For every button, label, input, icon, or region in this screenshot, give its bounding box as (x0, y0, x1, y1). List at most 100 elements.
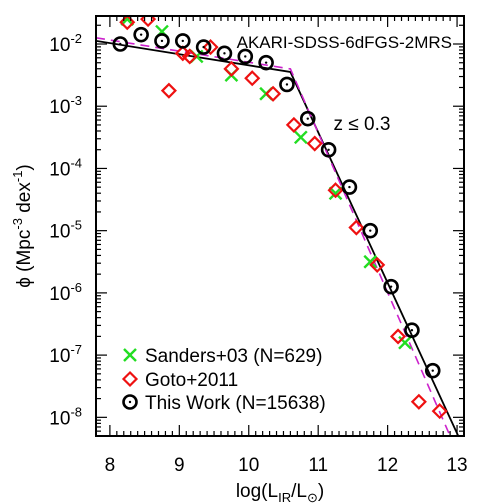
this-work-point (174, 33, 191, 49)
circle-ring (362, 222, 379, 239)
circle-ring (133, 26, 149, 43)
circle-dot (431, 369, 434, 372)
circle-dot (223, 52, 226, 55)
legend-label: Sanders+03 (N=629) (145, 346, 322, 367)
goto-point (431, 403, 448, 420)
circle-dot (285, 83, 289, 86)
goto-point (160, 82, 177, 99)
this-work-point (195, 39, 212, 55)
this-work-point (237, 48, 254, 65)
x-tick-label: 11 (308, 455, 328, 476)
this-work-point (424, 362, 441, 379)
goto-point (348, 219, 365, 236)
circle-ring (216, 45, 233, 62)
this-work-point (341, 179, 358, 195)
circle-dot (369, 229, 372, 232)
circle-ring (383, 278, 399, 295)
circle-ring (299, 110, 316, 127)
circle-dot (160, 39, 164, 43)
goto-point (181, 48, 198, 65)
circle-ring (122, 394, 138, 410)
goto-point (306, 135, 323, 152)
circle-ring (404, 322, 420, 339)
circle-ring (279, 76, 295, 93)
x-stroke (293, 130, 308, 145)
circle-dot (128, 400, 132, 404)
goto-point (223, 60, 240, 77)
this-work-point (383, 278, 399, 295)
circle-dot (181, 39, 184, 43)
sanders-point (120, 16, 135, 26)
legend-sanders: Sanders+03 (N=629) (123, 346, 322, 367)
y-tick-label: 10-5 (49, 218, 82, 243)
goto-point (410, 393, 427, 410)
this-work-point (320, 141, 337, 158)
data-markers (112, 16, 448, 420)
goto-point (265, 85, 282, 102)
legend-marker (123, 348, 137, 362)
x-tick-label: 10 (238, 455, 259, 476)
goto-point (202, 39, 219, 56)
axes: 8 9 10 11 12 13 10-2 10-3 10-4 10-5 10-6 10-7 10-8 lo… (10, 15, 468, 503)
this-work-point (133, 26, 149, 43)
x-stroke (123, 348, 137, 362)
legend-label: Goto+2011 (145, 370, 238, 391)
legend-marker (122, 394, 138, 410)
circle-ring (174, 33, 191, 49)
x-tick-label: 9 (174, 455, 185, 476)
circle-ring (154, 33, 170, 49)
y-tick-label: 10-8 (49, 404, 82, 429)
sanders-point (363, 254, 378, 269)
circle-ring (195, 39, 212, 55)
goto-point (389, 328, 407, 345)
this-work-point (299, 110, 316, 127)
y-tick-label: 10-6 (49, 280, 82, 305)
x-stroke (120, 16, 133, 26)
circle-dot (202, 45, 205, 49)
goto-point (140, 16, 157, 28)
legend-label: This Work (N=15638) (145, 393, 326, 414)
goto-point (285, 116, 302, 133)
circle-ring (258, 54, 274, 71)
x-tick-label: 13 (446, 455, 467, 476)
circle-dot (306, 117, 309, 120)
redshift-annotation: z ≤ 0.3 (334, 114, 391, 135)
y-tick-label: 10-7 (49, 342, 82, 367)
legend-marker (121, 370, 139, 388)
circle-ring (424, 362, 441, 379)
this-work-point (362, 222, 379, 239)
this-work-point (112, 36, 129, 52)
y-tick-label: 10-2 (49, 31, 82, 56)
goto-point (369, 256, 386, 273)
goto-point (119, 16, 136, 31)
solid-fit-line (96, 40, 460, 436)
circle-ring (237, 48, 254, 65)
x-stroke (363, 254, 378, 269)
circle-dot (119, 42, 122, 46)
circle-ring (112, 36, 129, 52)
legend-this-work: This Work (N=15638) (122, 393, 326, 414)
goto-point (327, 182, 344, 199)
y-tick-label: 10-3 (49, 93, 82, 118)
circle-dot (327, 148, 330, 151)
this-work-point (258, 54, 274, 71)
y-tick-label: 10-4 (49, 155, 82, 180)
circle-dot (244, 55, 247, 58)
chart-title: AKARI-SDSS-6dFGS-2MRS (237, 33, 452, 52)
this-work-point (216, 45, 233, 62)
y-axis-label: ϕ (Mpc-3 dex-1) (10, 164, 35, 288)
x-tick-label: 12 (377, 455, 398, 476)
x-stroke (398, 335, 412, 350)
this-work-point (154, 33, 170, 49)
circle-dot (139, 33, 143, 36)
plot-frame (95, 15, 465, 437)
sanders-point (328, 186, 343, 201)
circle-dot (389, 285, 393, 288)
circle-dot (264, 61, 268, 64)
this-work-point (404, 322, 420, 339)
x-tick-label: 8 (105, 455, 116, 476)
circle-ring (341, 179, 358, 195)
circle-ring (320, 141, 337, 158)
